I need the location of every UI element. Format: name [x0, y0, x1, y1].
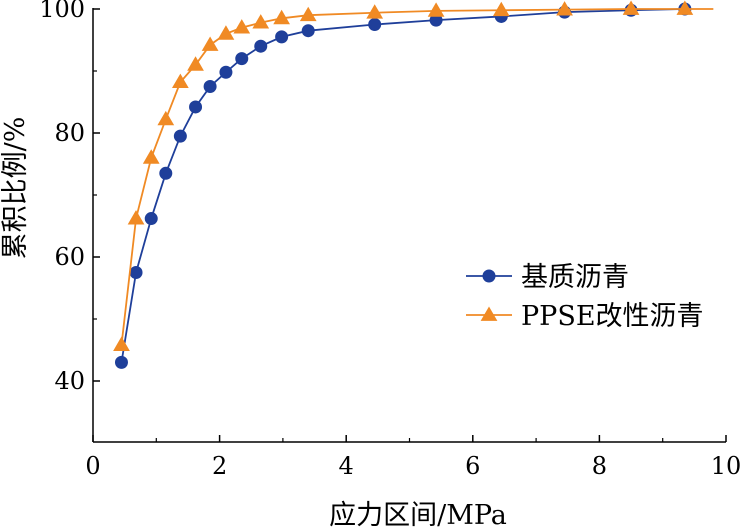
data-point: [114, 355, 128, 369]
legend-item-1: 基质沥青: [466, 262, 629, 293]
legend-label: 基质沥青: [521, 262, 629, 293]
series-2-line: [120, 8, 714, 346]
legend-item-2: PPSE改性沥青: [466, 301, 704, 332]
data-point: [113, 336, 130, 351]
data-point: [275, 30, 289, 44]
data-point: [427, 2, 445, 17]
legend-swatch-marker: [480, 306, 498, 321]
data-point: [556, 1, 573, 16]
data-point: [217, 25, 235, 40]
data-point: [142, 149, 160, 164]
data-point: [254, 39, 268, 53]
data-point: [299, 6, 317, 22]
y-tick-label: 80: [54, 119, 85, 147]
data-point: [235, 52, 249, 66]
x-tick-label: 2: [212, 452, 227, 480]
data-point: [233, 19, 251, 34]
data-point: [676, 0, 694, 15]
y-tick-label: 40: [54, 367, 85, 395]
y-tick-label: 100: [39, 0, 85, 23]
data-point: [157, 110, 175, 126]
data-point: [144, 212, 158, 226]
series-1-line: [120, 8, 685, 363]
data-point: [622, 0, 640, 15]
data-point: [203, 80, 217, 93]
x-tick-label: 8: [592, 452, 607, 480]
legend-swatch-marker: [482, 269, 496, 283]
data-point: [189, 100, 203, 114]
x-tick-label: 6: [465, 452, 480, 480]
data-point: [219, 65, 233, 79]
x-tick-label: 10: [711, 452, 742, 480]
data-point: [159, 166, 173, 180]
data-point: [129, 266, 143, 279]
legend: 基质沥青 PPSE改性沥青: [466, 262, 704, 332]
data-point: [171, 73, 189, 89]
x-axis-label: 应力区间/MPa: [329, 500, 507, 528]
data-point: [273, 9, 291, 25]
x-tick-label: 0: [85, 452, 100, 480]
data-point: [301, 24, 315, 38]
data-point: [187, 56, 204, 71]
data-point: [366, 4, 384, 19]
y-axis-label: 累积比例/%: [0, 117, 31, 260]
data-point: [173, 129, 187, 143]
data-point: [252, 14, 270, 29]
data-point: [368, 18, 382, 31]
data-point: [492, 1, 510, 17]
data-point: [127, 210, 145, 225]
axes: 0 2 4 6 8 10 40 60 80 100: [39, 0, 741, 480]
legend-label: PPSE改性沥青: [521, 301, 704, 332]
data-point: [201, 36, 219, 51]
y-tick-label: 60: [54, 243, 85, 271]
series-layer: [113, 0, 714, 369]
x-tick-label: 4: [339, 452, 354, 480]
series-2: [113, 0, 714, 351]
